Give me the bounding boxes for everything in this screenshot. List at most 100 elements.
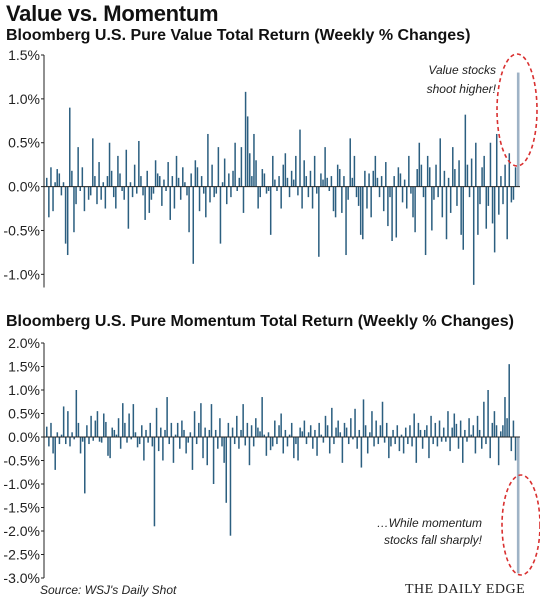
momentum-ytick-label: -2.0% [3, 523, 40, 539]
value-bar [129, 182, 132, 187]
momentum-bar [282, 437, 285, 454]
momentum-bar [339, 432, 342, 437]
value-bar [104, 186, 107, 209]
value-bar [443, 170, 446, 187]
value-bar [422, 186, 425, 198]
value-bar [343, 176, 345, 187]
momentum-bar [438, 420, 441, 437]
momentum-bar [151, 437, 154, 447]
value-bar [140, 176, 142, 187]
value-bar [378, 186, 381, 198]
momentum-bar [333, 437, 335, 445]
value-ytick-label: 1.0% [8, 91, 40, 107]
momentum-ytick-label: -0.5% [3, 453, 40, 469]
momentum-bar [512, 420, 515, 437]
momentum-bar [485, 437, 487, 445]
value-bar [257, 186, 259, 209]
value-bar [357, 186, 360, 206]
value-bar [177, 177, 180, 187]
value-bar [284, 153, 287, 187]
value-bar [408, 155, 410, 187]
momentum-bar [269, 437, 272, 451]
momentum-bar [388, 437, 390, 459]
value-bar [347, 186, 349, 200]
value-bar [200, 176, 203, 187]
value-bar [292, 179, 295, 187]
momentum-bar [86, 425, 88, 437]
momentum-bar [155, 407, 158, 437]
value-bar [198, 186, 201, 212]
momentum-bar [81, 437, 84, 442]
value-bar [382, 186, 385, 212]
value-bar [416, 169, 418, 187]
value-bar [282, 164, 285, 187]
value-bar [207, 133, 209, 187]
value-bar [188, 186, 190, 233]
value-bar [288, 186, 291, 198]
value-ytick-label: 1.5% [8, 47, 40, 63]
momentum-bar [240, 429, 242, 437]
value-bar [374, 155, 377, 187]
momentum-bar [77, 422, 80, 437]
momentum-bar [423, 429, 426, 437]
value-bar [251, 176, 253, 187]
value-bar [123, 186, 125, 200]
value-bar [79, 186, 81, 191]
value-bar [269, 186, 272, 235]
value-bar [504, 164, 506, 187]
value-bar [184, 182, 186, 187]
value-bar [96, 186, 98, 205]
momentum-bar [52, 437, 54, 454]
value-bar [133, 164, 136, 187]
value-bar [297, 186, 299, 196]
value-bar [339, 169, 341, 187]
momentum-bar [172, 437, 175, 463]
value-bar [73, 186, 75, 233]
source-note: Source: WSJ's Daily Shot [40, 583, 177, 597]
value-bar [50, 167, 52, 187]
value-bar [510, 186, 513, 203]
momentum-bar [383, 437, 386, 443]
value-bar [165, 186, 167, 191]
momentum-bar [94, 420, 97, 437]
momentum-bar [141, 425, 143, 437]
value-bar [167, 162, 169, 187]
value-bar [445, 186, 448, 240]
value-bar [46, 177, 48, 187]
momentum-ytick-label: 0.0% [8, 429, 40, 445]
value-bar [276, 186, 278, 191]
value-bar [228, 173, 230, 187]
value-chart-title: Bloomberg U.S. Pure Value Total Return (… [6, 27, 471, 44]
value-bar [89, 186, 92, 196]
value-bar [205, 186, 207, 218]
value-bar [117, 155, 119, 187]
value-bar [150, 186, 153, 200]
momentum-ytick-label: 1.5% [8, 359, 40, 375]
value-bar [121, 186, 123, 191]
value-bar [368, 173, 370, 187]
momentum-bar [225, 437, 228, 503]
value-bar [481, 167, 483, 187]
momentum-bar [79, 437, 82, 454]
momentum-bar [60, 434, 63, 437]
momentum-bar [195, 437, 198, 445]
momentum-bar [480, 437, 483, 449]
momentum-bar [396, 425, 399, 437]
momentum-bar [252, 437, 255, 447]
momentum-bar [229, 437, 232, 536]
value-annotation: shoot higher! [427, 82, 497, 96]
momentum-bar [153, 437, 156, 527]
value-bar [372, 170, 375, 187]
momentum-bar [347, 437, 350, 445]
momentum-bar [369, 432, 371, 437]
value-bar [154, 160, 157, 187]
value-bar [108, 142, 111, 187]
value-bar [232, 170, 234, 187]
value-bar [330, 176, 333, 187]
momentum-bar [96, 411, 99, 437]
value-bar [431, 186, 433, 231]
value-bar [322, 179, 324, 187]
value-bar [403, 179, 406, 187]
value-bar [328, 186, 331, 191]
